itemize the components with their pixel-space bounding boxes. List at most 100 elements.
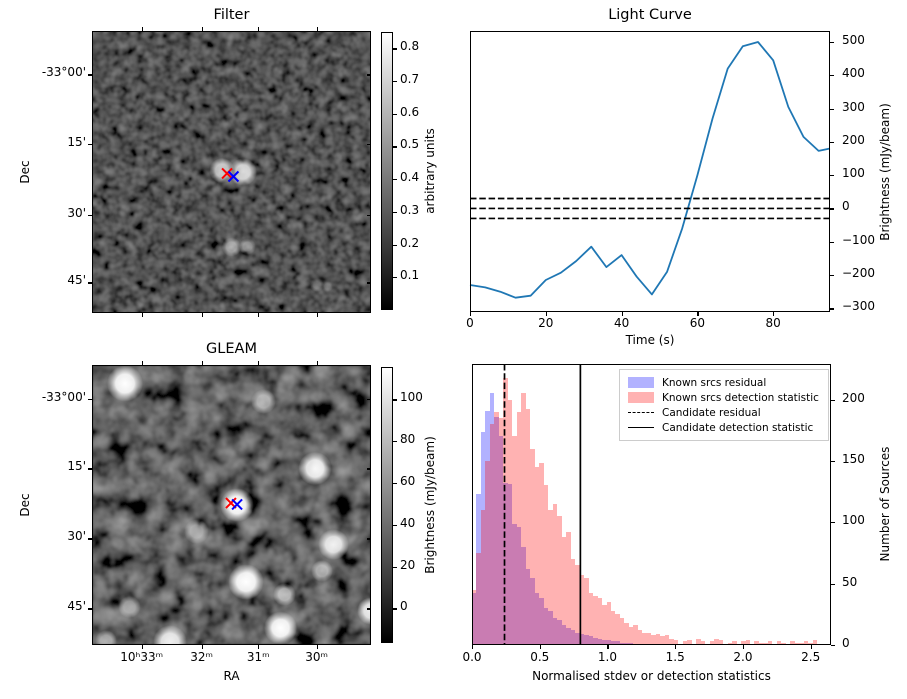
lightcurve-ytick [830,308,834,310]
histogram-ylabel: Number of Sources [878,446,893,562]
hist-bar-detstat [767,641,773,645]
filter-colorbar-tick [393,146,397,148]
hist-bar-detstat [781,642,786,645]
hist-bar-detstat [696,638,701,645]
hist-bar-detstat [561,537,567,645]
lightcurve-ytick [830,275,834,277]
hist-bar-residual [566,627,571,645]
hist-bar-detstat [606,602,611,645]
hist-bar-detstat [548,510,553,645]
hist-bar-residual [480,431,486,645]
gleam-xtick [141,645,143,649]
gleam-colorbar-label: Brightness (mJy/beam) [423,436,438,574]
gleam-xlabel: RA [223,669,240,683]
legend-swatch-known-residual [628,377,654,388]
filter-ytick [88,74,92,76]
hist-bar-detstat [687,640,692,645]
filter-image [92,31,371,313]
hist-bar-detstat [530,448,535,645]
hist-bar-detstat [646,632,652,645]
hist-bar-detstat [480,510,486,645]
lightcurve-xlabel: Time (s) [625,333,675,347]
lightcurve-xtick [621,312,623,316]
filter-ytick [367,143,371,146]
histogram-vlines-svg [503,364,582,645]
gleam-xtick-label: 31ᵐ [246,650,270,664]
gleam-colorbar-tick-label: 40 [400,515,416,530]
lightcurve-ytick [830,41,834,44]
hist-bar-detstat [503,377,508,645]
gleam-source-blob [273,583,296,606]
hist-bar-residual [561,625,567,645]
lightcurve-plot-area [469,31,831,312]
hist-bar-detstat [593,595,598,645]
histogram-ytick-label: 50 [842,574,858,589]
legend-label-candidate-detstat: Candidate detection statistic [662,421,814,434]
hist-bar-residual [489,393,495,645]
gleam-colorbar-tick [393,566,397,568]
filter-colorbar [381,32,393,310]
gleam-colorbar-tick [393,482,397,485]
histogram-xtick [810,645,812,649]
gleam-source-blob [310,559,334,582]
filter-xtick [316,27,318,31]
gleam-colorbar [381,367,393,643]
hist-bar-residual [628,642,634,645]
hist-bar-detstat [727,642,733,645]
hist-bar-detstat [799,642,804,645]
gleam-xtick [316,645,318,649]
hist-bar-residual [530,577,535,645]
lightcurve-xtick-label: 20 [538,316,554,330]
hist-bar-detstat [512,436,517,645]
filter-candidate-markers [221,167,240,183]
hist-bar-detstat [669,638,674,645]
filter-ytick [88,282,92,284]
legend-item-known-detstat: Known srcs detection statistic [628,390,820,405]
gleam-xtick-label: 30ᵐ [305,650,328,664]
histogram-xtick-label: 0.5 [530,650,550,664]
hist-bar-detstat [741,641,746,645]
filter-colorbar-tick [393,244,397,246]
hist-bar-detstat [718,640,724,645]
filter-ytick [88,215,92,217]
lightcurve-xtick [470,312,472,316]
filter-colorbar-tick [393,211,397,214]
gleam-ytick [88,538,92,540]
histogram-ytick [831,522,835,524]
gleam-colorbar-tick-label: 80 [400,432,416,447]
filter-xtick [141,27,143,31]
filter-colorbar-tick-label: 0.4 [400,170,420,185]
hist-bar-residual [503,483,508,645]
hist-bar-detstat [812,640,818,645]
hist-bar-detstat [655,633,661,645]
hist-bar-residual [619,642,625,645]
hist-bar-residual [548,610,553,645]
hist-bar-detstat [709,641,715,645]
hist-bar-detstat [575,565,580,645]
hist-bar-detstat [579,575,585,645]
histogram-xlabel: Normalised stdev or detection statistics [532,669,771,683]
hist-bar-detstat [808,642,813,645]
histogram-ytick [831,583,835,585]
hist-bar-detstat [714,638,719,645]
hist-bar-detstat [619,618,625,645]
hist-bar-residual [498,436,504,645]
hist-bar-detstat [651,635,656,645]
filter-xtick [201,27,203,31]
hist-bar-residual [597,638,603,645]
gleam-colorbar-tick [393,608,397,610]
gleam-colorbar-tick [393,441,397,443]
lightcurve-ytick [830,175,834,177]
lightcurve-ytick-label: 500 [842,32,865,47]
legend-label-known-detstat: Known srcs detection statistic [662,391,819,404]
lightcurve-ytick [830,208,834,210]
hist-bar-detstat [642,632,647,645]
histogram-ytick-label: 100 [842,513,865,528]
hist-bar-residual [611,641,616,645]
gleam-ylabel: Dec [18,493,33,517]
lightcurve-xtick [545,312,547,316]
hist-bar-detstat [507,399,513,645]
hist-bar-detstat [543,485,549,645]
lightcurve-ytick [830,241,834,243]
hist-bar-detstat [637,630,643,645]
